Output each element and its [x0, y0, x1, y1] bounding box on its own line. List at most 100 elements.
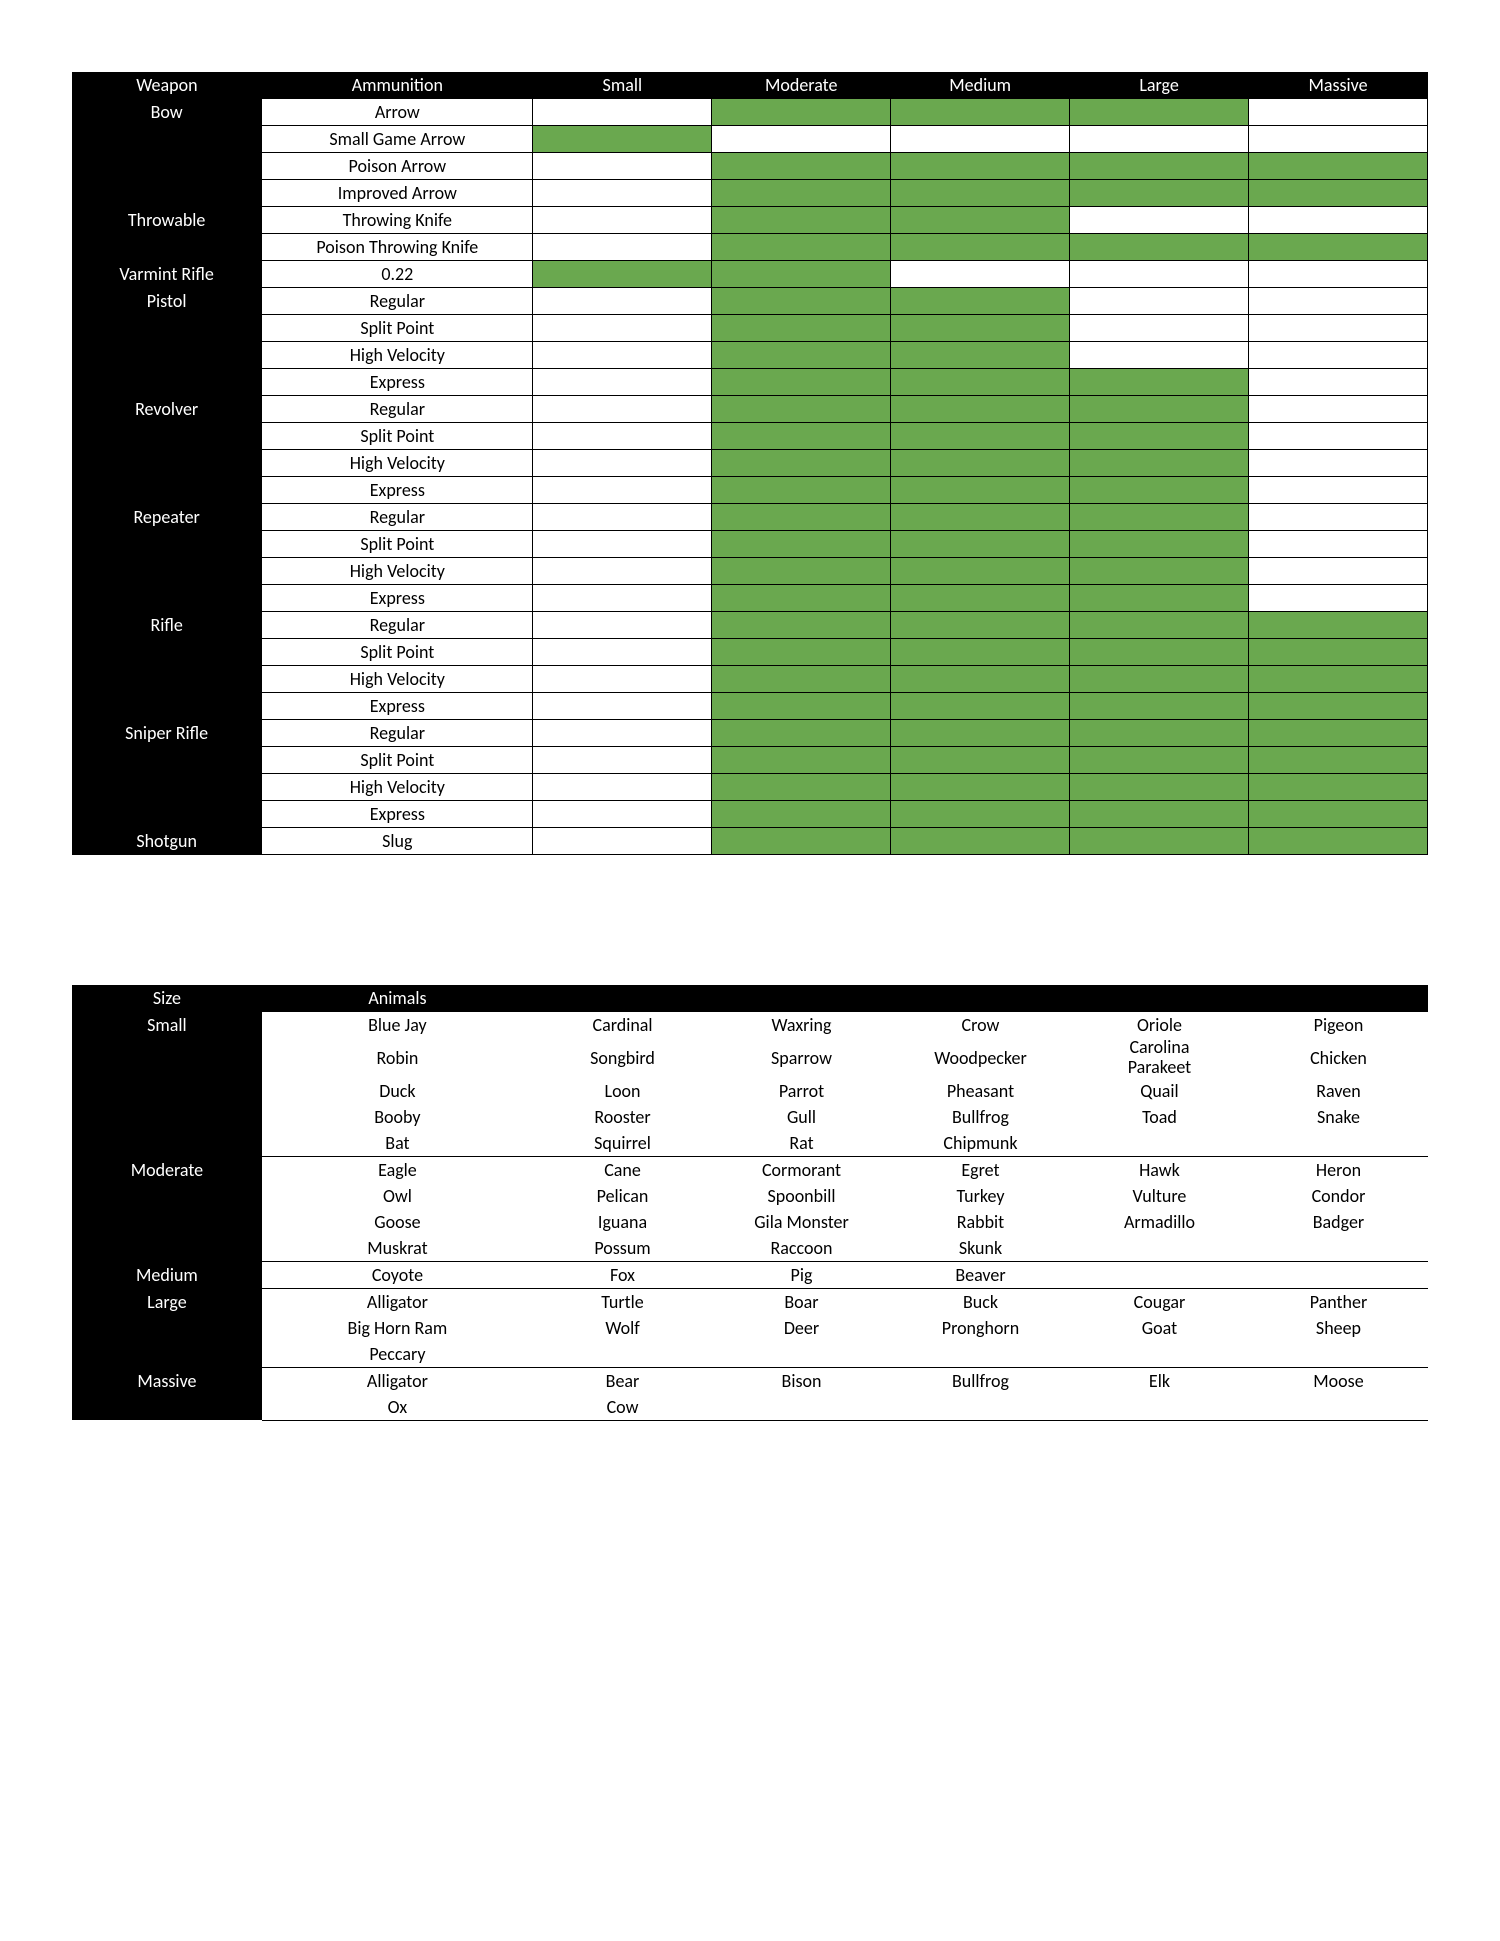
weapons-row: Express	[72, 369, 1428, 396]
weapons-header-cell: Small	[533, 72, 712, 99]
size-cell	[891, 801, 1070, 828]
ammo-label: Poison Arrow	[262, 153, 533, 180]
ammo-label: Split Point	[262, 423, 533, 450]
weapons-row: ShotgunSlug	[72, 828, 1428, 855]
animal-cell: Woodpecker	[891, 1038, 1070, 1078]
size-cell	[533, 396, 712, 423]
weapons-row: Express	[72, 801, 1428, 828]
weapon-label: Varmint Rifle	[72, 261, 262, 288]
animal-cell: Armadillo	[1070, 1209, 1249, 1235]
size-cell	[712, 639, 891, 666]
size-cell	[712, 99, 891, 126]
ammo-label: Slug	[262, 828, 533, 855]
animal-cell: Sparrow	[712, 1038, 891, 1078]
animal-cell: Snake	[1249, 1104, 1428, 1130]
size-cell	[1249, 342, 1428, 369]
weapons-row: BowArrow	[72, 99, 1428, 126]
animal-cell: Buck	[891, 1288, 1070, 1315]
size-cell	[1249, 801, 1428, 828]
size-cell	[712, 801, 891, 828]
animal-cell	[1070, 1235, 1249, 1262]
size-label: Moderate	[72, 1156, 262, 1261]
animal-cell: Cougar	[1070, 1288, 1249, 1315]
ammo-label: High Velocity	[262, 558, 533, 585]
size-cell	[712, 477, 891, 504]
weapons-row: RifleRegular	[72, 612, 1428, 639]
animal-cell: Rat	[712, 1130, 891, 1157]
size-cell	[891, 153, 1070, 180]
animal-cell: Bullfrog	[891, 1104, 1070, 1130]
animal-cell: Chicken	[1249, 1038, 1428, 1078]
weapons-row: Varmint Rifle0.22	[72, 261, 1428, 288]
size-cell	[891, 261, 1070, 288]
size-cell	[1249, 639, 1428, 666]
ammo-label: Split Point	[262, 531, 533, 558]
weapons-row: Sniper RifleRegular	[72, 720, 1428, 747]
size-cell	[891, 99, 1070, 126]
animals-row: Big Horn RamWolfDeerPronghornGoatSheep	[72, 1315, 1428, 1341]
weapons-header-cell: Weapon	[72, 72, 262, 99]
size-cell	[712, 153, 891, 180]
animals-row: SmallBlue JayCardinalWaxringCrowOriolePi…	[72, 1012, 1428, 1039]
weapon-label: Sniper Rifle	[72, 720, 262, 828]
animal-cell: Raccoon	[712, 1235, 891, 1262]
size-cell	[891, 531, 1070, 558]
size-cell	[712, 531, 891, 558]
animal-cell: Goose	[262, 1209, 533, 1235]
animal-cell: Condor	[1249, 1183, 1428, 1209]
animal-cell: Cane	[533, 1156, 712, 1183]
size-cell	[1070, 261, 1249, 288]
animal-cell: Spoonbill	[712, 1183, 891, 1209]
weapons-row: Express	[72, 693, 1428, 720]
animal-cell: Gull	[712, 1104, 891, 1130]
size-cell	[1249, 423, 1428, 450]
ammo-label: Throwing Knife	[262, 207, 533, 234]
animal-cell: Cormorant	[712, 1156, 891, 1183]
size-label: Large	[72, 1288, 262, 1367]
size-cell	[712, 666, 891, 693]
size-cell	[891, 774, 1070, 801]
animal-cell: Wolf	[533, 1315, 712, 1341]
size-cell	[891, 558, 1070, 585]
animal-cell	[1070, 1341, 1249, 1368]
size-cell	[891, 450, 1070, 477]
size-cell	[533, 531, 712, 558]
animals-header-cell	[533, 985, 712, 1012]
size-cell	[891, 828, 1070, 855]
size-cell	[1249, 369, 1428, 396]
weapons-tbody: WeaponAmmunitionSmallModerateMediumLarge…	[72, 72, 1428, 855]
animal-cell	[1070, 1130, 1249, 1157]
size-cell	[712, 423, 891, 450]
animals-row: OxCow	[72, 1394, 1428, 1421]
ammo-label: High Velocity	[262, 450, 533, 477]
animal-cell: Turkey	[891, 1183, 1070, 1209]
weapons-row: Poison Arrow	[72, 153, 1428, 180]
weapons-row: PistolRegular	[72, 288, 1428, 315]
weapons-header-cell: Moderate	[712, 72, 891, 99]
animal-cell: Bison	[712, 1367, 891, 1394]
animals-row: MediumCoyoteFoxPigBeaver	[72, 1261, 1428, 1288]
size-cell	[533, 666, 712, 693]
size-cell	[533, 639, 712, 666]
animal-cell: Eagle	[262, 1156, 533, 1183]
animal-cell: Turtle	[533, 1288, 712, 1315]
ammo-label: Improved Arrow	[262, 180, 533, 207]
animal-cell	[891, 1394, 1070, 1421]
size-cell	[1070, 639, 1249, 666]
size-cell	[533, 423, 712, 450]
weapons-header-cell: Medium	[891, 72, 1070, 99]
ammo-label: Poison Throwing Knife	[262, 234, 533, 261]
animal-cell: Pelican	[533, 1183, 712, 1209]
animals-row: GooseIguanaGila MonsterRabbitArmadilloBa…	[72, 1209, 1428, 1235]
animal-cell: Crow	[891, 1012, 1070, 1039]
animal-cell: Heron	[1249, 1156, 1428, 1183]
size-cell	[1070, 531, 1249, 558]
size-cell	[1070, 666, 1249, 693]
size-cell	[1070, 828, 1249, 855]
weapons-row: High Velocity	[72, 666, 1428, 693]
size-cell	[1249, 504, 1428, 531]
size-cell	[1070, 342, 1249, 369]
size-cell	[1249, 720, 1428, 747]
animal-cell: Pronghorn	[891, 1315, 1070, 1341]
ammo-label: Express	[262, 801, 533, 828]
